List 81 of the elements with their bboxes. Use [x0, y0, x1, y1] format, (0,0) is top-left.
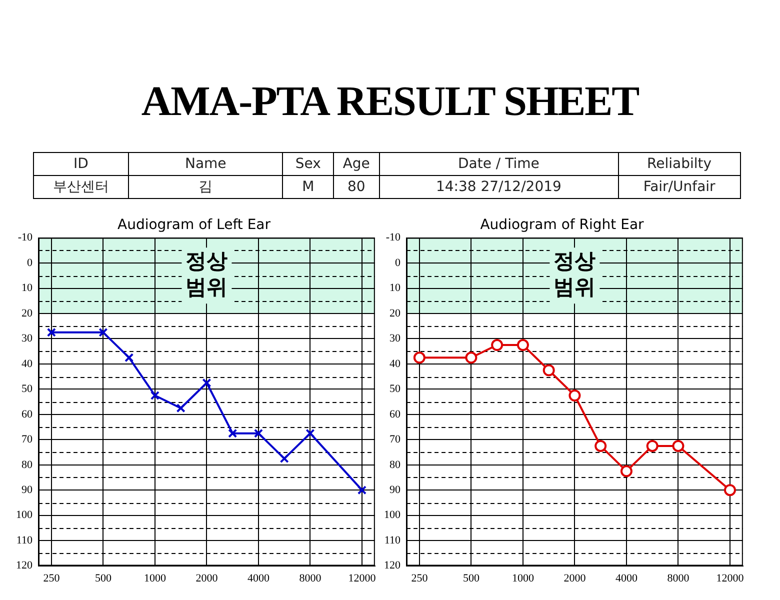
text: Fair/Unfair — [618, 176, 740, 198]
x-tick-label: 4000 — [615, 572, 638, 584]
y-tick-label: 110 — [16, 534, 33, 546]
point — [124, 353, 134, 362]
point — [176, 404, 186, 413]
point — [672, 440, 684, 452]
y-tick-label: 30 — [22, 332, 33, 345]
y-tick-label: 10 — [22, 282, 33, 294]
x-tick-label: 250 — [43, 572, 60, 584]
text: 14:38 27/12/2019 — [379, 176, 618, 198]
y-tick-label: 80 — [390, 458, 401, 471]
y-tick-label: 10 — [390, 282, 401, 294]
point — [594, 440, 607, 452]
y-tick-label: 20 — [22, 307, 33, 320]
y-tick-label: 60 — [22, 408, 33, 420]
point — [516, 339, 529, 352]
y-tick-label: 50 — [22, 383, 33, 396]
point — [465, 352, 478, 364]
y-tick-label: 100 — [384, 509, 401, 522]
text: Sex — [282, 152, 334, 176]
y-tick-label: 120 — [16, 560, 33, 572]
point — [150, 390, 160, 400]
text: 80 — [334, 176, 380, 198]
x-tick-label: 12000 — [348, 572, 376, 584]
x-tick-label: 1000 — [512, 572, 534, 584]
y-tick-label: 70 — [22, 434, 33, 446]
y-tick-label: 30 — [390, 332, 401, 345]
y-tick-label: 40 — [390, 358, 401, 370]
y-tick-label: 60 — [390, 408, 401, 420]
x-tick-label: 8000 — [667, 572, 690, 584]
y-tick-label: 110 — [384, 534, 401, 546]
point — [620, 465, 632, 478]
x-tick-label: 4000 — [247, 572, 270, 584]
point — [568, 389, 581, 402]
point — [46, 328, 56, 337]
y-tick-label: 90 — [22, 484, 33, 496]
y-tick-label: 50 — [390, 383, 401, 396]
point — [306, 428, 315, 438]
text: Reliabilty — [618, 152, 740, 176]
text: AMA-PTA RESULT SHEET — [140, 78, 640, 126]
band-label: 정상 범위 — [554, 249, 596, 300]
text: Name — [128, 152, 283, 176]
point — [254, 428, 264, 438]
point — [724, 484, 736, 496]
y-tick-label: 20 — [390, 307, 401, 320]
point — [202, 378, 212, 388]
point — [413, 352, 426, 364]
y-tick-label: 40 — [22, 358, 33, 370]
point — [491, 339, 504, 352]
y-tick-label: 0 — [395, 256, 401, 269]
chart-title: Audiogram of Right Ear — [480, 217, 644, 234]
point — [646, 440, 658, 452]
y-tick-label: 0 — [27, 256, 33, 269]
text: Age — [334, 152, 380, 176]
x-tick-label: 250 — [411, 572, 428, 584]
point — [542, 364, 555, 376]
point — [228, 428, 238, 438]
chart-title: Audiogram of Left Ear — [117, 217, 271, 234]
y-tick-label: -10 — [18, 232, 33, 244]
band-label: 정상 범위 — [186, 249, 228, 300]
x-tick-label: 1000 — [144, 572, 166, 584]
point — [98, 328, 108, 337]
point — [357, 486, 367, 495]
x-tick-label: 2000 — [564, 572, 586, 584]
y-tick-label: 80 — [22, 458, 33, 471]
text: ID — [34, 152, 128, 176]
x-tick-label: 2000 — [196, 572, 218, 584]
y-tick-label: 100 — [16, 509, 33, 522]
text: 김 — [128, 176, 283, 198]
y-tick-label: 70 — [390, 434, 401, 446]
text: 부산센터 — [34, 176, 128, 198]
text: Date / Time — [379, 152, 618, 176]
y-tick-label: -10 — [386, 232, 401, 244]
text: M — [282, 176, 334, 198]
y-tick-label: 120 — [384, 560, 401, 572]
point — [280, 454, 289, 464]
x-tick-label: 500 — [462, 572, 480, 584]
x-tick-label: 12000 — [716, 572, 744, 584]
x-tick-label: 8000 — [299, 572, 322, 584]
x-tick-label: 500 — [94, 572, 112, 584]
y-tick-label: 90 — [390, 484, 401, 496]
